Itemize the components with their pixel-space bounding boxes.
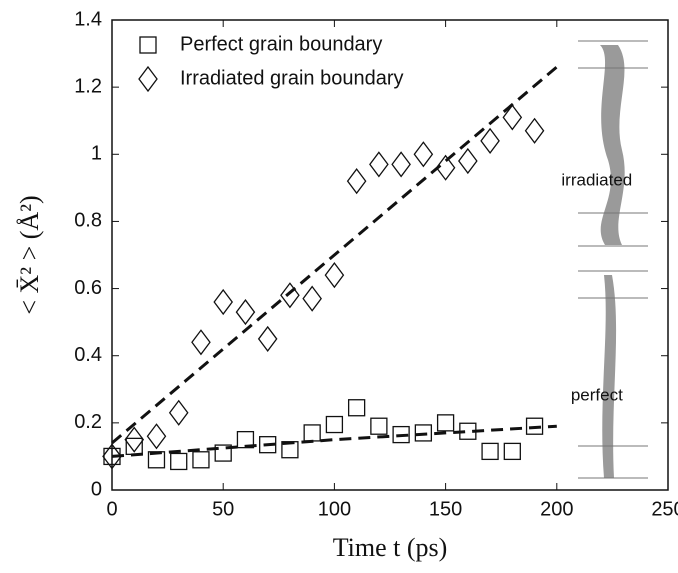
square-marker (459, 422, 477, 440)
x-tick-label: 100 (318, 498, 351, 520)
diamond-marker (413, 141, 434, 168)
y-tick-label: 0 (91, 478, 102, 500)
square-marker (347, 399, 366, 417)
inset-perfect (578, 270, 648, 479)
diamond-marker (480, 127, 500, 154)
square-marker (139, 36, 157, 54)
diamond-marker (146, 423, 167, 450)
diamond-marker (280, 282, 300, 309)
y-tick-label: 0.8 (74, 210, 102, 232)
x-tick-label: 250 (651, 498, 678, 520)
legend-label: Perfect grain boundary (180, 33, 382, 55)
diamond-marker (124, 426, 145, 453)
inset-irradiated (578, 40, 648, 247)
x-axis-title: Time t (ps) (333, 533, 448, 562)
square-marker (170, 452, 188, 471)
square-marker (236, 430, 255, 449)
diamond-marker (391, 151, 411, 178)
square-marker (125, 437, 143, 456)
x-tick-label: 0 (106, 498, 117, 520)
annotation: perfect (571, 385, 623, 404)
diamond-marker (235, 298, 256, 326)
square-marker (525, 417, 544, 435)
square-marker (259, 436, 277, 454)
square-marker (192, 451, 210, 469)
x-tick-label: 150 (429, 498, 462, 520)
square-marker (370, 417, 388, 435)
diamond-marker (524, 117, 545, 144)
fit-line (111, 424, 557, 458)
diamond-marker (138, 65, 158, 93)
square-marker (147, 451, 166, 469)
diamond-marker (213, 288, 234, 316)
y-axis-title: < X̄² > (Å²) (15, 195, 44, 314)
legend-label: Irradiated grain boundary (180, 67, 403, 89)
x-tick-label: 50 (212, 498, 234, 520)
square-marker (214, 444, 232, 462)
y-tick-label: 0.4 (74, 344, 102, 366)
diamond-marker (191, 329, 211, 356)
diamond-marker (324, 262, 345, 289)
diamond-marker (369, 151, 389, 178)
annotation: irradiated (561, 171, 632, 190)
plot-frame (111, 19, 669, 491)
diamond-marker (168, 399, 189, 426)
y-tick-label: 1.2 (74, 75, 102, 97)
y-tick-label: 1 (91, 143, 102, 165)
diamond-marker (102, 443, 122, 470)
diamond-marker (502, 104, 523, 131)
diamond-marker (435, 154, 456, 181)
square-marker (325, 415, 344, 434)
y-tick-label: 0.6 (74, 277, 102, 299)
square-marker (414, 424, 433, 442)
diamond-marker (257, 325, 278, 353)
square-marker (303, 424, 321, 442)
square-marker (392, 425, 410, 444)
diamond-marker (458, 147, 478, 175)
fit-line (111, 65, 558, 445)
y-tick-label: 1.4 (74, 8, 102, 30)
square-marker (481, 442, 499, 461)
y-tick-label: 0.2 (74, 411, 102, 433)
diamond-marker (302, 285, 322, 312)
square-marker (503, 442, 521, 461)
square-marker (436, 414, 455, 432)
square-marker (281, 441, 299, 459)
x-tick-label: 200 (540, 498, 573, 520)
square-marker (103, 447, 121, 466)
diamond-marker (346, 168, 367, 195)
